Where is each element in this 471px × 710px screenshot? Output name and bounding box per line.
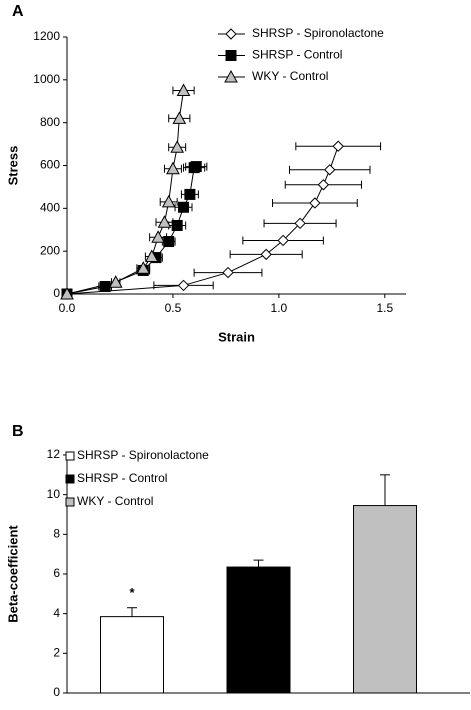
marker	[277, 234, 289, 247]
marker	[60, 286, 74, 300]
y-tick-label: 12	[47, 447, 61, 461]
marker	[166, 161, 180, 175]
series-line	[66, 90, 185, 295]
marker	[161, 194, 176, 208]
marker	[222, 266, 234, 279]
marker	[170, 140, 185, 153]
annotation: *	[129, 585, 135, 600]
y-tick-label: 6	[53, 566, 60, 580]
bar	[353, 505, 417, 694]
marker	[177, 279, 190, 292]
legend-label: SHRSP - Control	[77, 471, 167, 485]
y-tick-label: 8	[53, 527, 60, 541]
marker	[178, 201, 190, 213]
y-tick-label: 0	[53, 685, 60, 699]
marker	[144, 249, 159, 263]
marker	[317, 179, 330, 191]
y-tick-label: 600	[40, 158, 60, 172]
marker	[163, 236, 175, 248]
legend-swatch	[65, 497, 75, 507]
legend-label: WKY - Control	[252, 69, 328, 83]
legend-label: WKY - Control	[77, 494, 153, 508]
y-axis-label: Stress	[5, 146, 20, 186]
marker	[324, 164, 336, 176]
x-axis-label: Strain	[218, 329, 255, 344]
marker	[176, 83, 191, 97]
panel-label: B	[12, 423, 24, 440]
legend-label: SHRSP - Spironolactone	[252, 26, 384, 40]
y-tick-label: 200	[40, 243, 60, 257]
marker	[260, 248, 272, 261]
marker	[294, 217, 306, 230]
y-tick-label: 400	[40, 201, 60, 215]
legend-swatch	[65, 474, 75, 484]
marker	[108, 275, 123, 288]
series-line	[66, 146, 339, 295]
marker	[99, 281, 111, 293]
legend-label: SHRSP - Control	[252, 48, 342, 62]
marker	[136, 261, 151, 274]
marker	[157, 215, 172, 228]
y-axis-label: Beta-coefficient	[5, 525, 20, 623]
y-tick-label: 10	[47, 487, 61, 501]
marker	[332, 140, 344, 152]
legend-swatch	[65, 451, 75, 461]
marker	[309, 197, 321, 209]
y-tick-label: 1200	[33, 29, 60, 43]
marker	[184, 188, 196, 200]
panel-label: A	[12, 3, 24, 20]
marker	[225, 28, 237, 40]
marker	[172, 111, 187, 124]
x-tick-label: 1.5	[376, 301, 393, 315]
x-tick-label: 1.0	[271, 301, 288, 315]
marker	[171, 219, 183, 231]
y-tick-label: 1000	[33, 72, 60, 86]
bar	[100, 616, 164, 694]
x-tick-label: 0.0	[59, 301, 76, 315]
marker	[190, 161, 202, 173]
legend-label: SHRSP - Spironolactone	[77, 448, 209, 462]
bar	[226, 566, 291, 694]
x-tick-label: 0.5	[165, 301, 182, 315]
marker	[151, 230, 165, 243]
y-tick-label: 4	[53, 606, 60, 620]
y-tick-label: 2	[53, 646, 60, 660]
y-tick-label: 800	[40, 115, 60, 129]
marker	[224, 69, 238, 83]
marker	[225, 50, 237, 61]
y-tick-label: 0	[53, 286, 60, 300]
